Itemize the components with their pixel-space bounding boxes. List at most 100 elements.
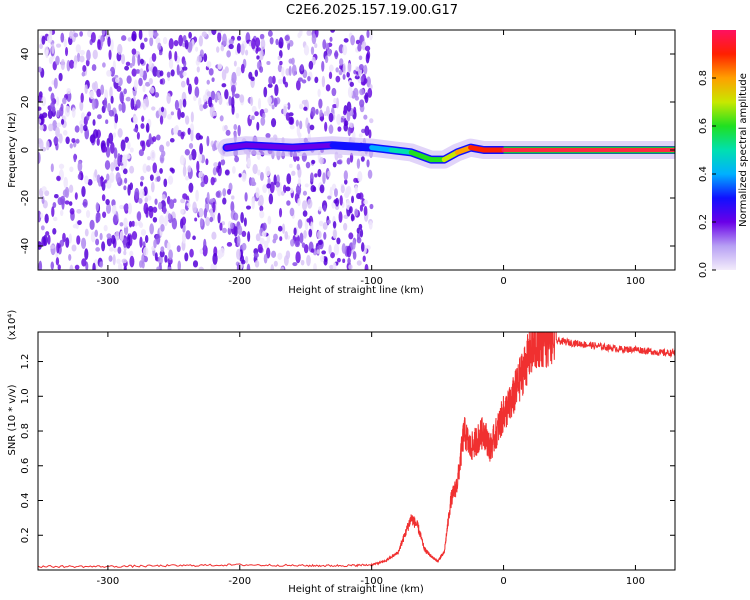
noise-speckle xyxy=(138,77,143,87)
noise-speckle xyxy=(168,175,174,185)
noise-speckle xyxy=(168,38,174,50)
noise-speckle xyxy=(111,77,117,83)
noise-speckle xyxy=(261,230,267,238)
noise-speckle xyxy=(171,168,175,174)
noise-speckle xyxy=(307,198,313,209)
noise-speckle xyxy=(317,239,323,246)
noise-speckle xyxy=(95,238,100,246)
noise-speckle xyxy=(354,208,359,217)
noise-speckle xyxy=(110,39,114,52)
noise-speckle xyxy=(325,42,329,50)
noise-speckle xyxy=(348,264,353,270)
noise-speckle xyxy=(300,259,305,266)
noise-speckle xyxy=(233,60,237,67)
snr-background xyxy=(38,332,675,570)
noise-speckle xyxy=(256,55,260,60)
noise-speckle xyxy=(60,103,64,112)
noise-speckle xyxy=(136,132,140,140)
noise-speckle xyxy=(113,158,118,168)
noise-speckle xyxy=(331,87,337,97)
y-tick-label: 1.0 xyxy=(20,388,31,404)
noise-speckle xyxy=(243,217,247,227)
noise-speckle xyxy=(79,49,85,56)
noise-speckle xyxy=(142,84,146,93)
noise-speckle xyxy=(283,105,287,117)
noise-speckle xyxy=(319,255,325,263)
noise-speckle xyxy=(108,132,114,144)
noise-speckle xyxy=(50,261,55,270)
noise-speckle xyxy=(155,37,161,45)
noise-speckle xyxy=(310,46,315,55)
noise-speckle xyxy=(56,109,60,118)
noise-speckle xyxy=(65,136,70,145)
noise-speckle xyxy=(254,111,259,117)
noise-speckle xyxy=(184,205,188,210)
noise-speckle xyxy=(154,198,158,205)
noise-speckle xyxy=(347,126,351,137)
noise-speckle xyxy=(162,206,167,215)
noise-speckle xyxy=(145,63,150,73)
noise-speckle xyxy=(119,204,124,210)
noise-speckle xyxy=(228,38,234,45)
noise-speckle xyxy=(201,31,207,38)
noise-speckle xyxy=(149,223,154,235)
noise-speckle xyxy=(192,201,197,213)
noise-speckle xyxy=(155,134,161,141)
noise-speckle xyxy=(363,205,368,216)
noise-speckle xyxy=(185,175,189,181)
noise-speckle xyxy=(330,252,335,259)
noise-speckle xyxy=(308,228,313,238)
noise-speckle xyxy=(131,48,137,55)
noise-speckle xyxy=(103,224,108,232)
noise-speckle xyxy=(52,202,57,209)
noise-speckle xyxy=(368,220,373,230)
noise-speckle xyxy=(219,115,224,122)
noise-speckle xyxy=(168,50,172,61)
noise-speckle xyxy=(142,163,148,174)
noise-speckle xyxy=(226,242,233,247)
noise-speckle xyxy=(364,92,369,104)
noise-speckle xyxy=(238,173,242,178)
noise-speckle xyxy=(138,149,144,157)
noise-speckle xyxy=(187,127,191,135)
noise-speckle xyxy=(110,95,114,104)
noise-speckle xyxy=(369,30,373,41)
noise-speckle xyxy=(362,255,366,262)
noise-speckle xyxy=(184,252,189,262)
noise-speckle xyxy=(209,198,215,203)
noise-speckle xyxy=(84,84,88,94)
noise-speckle xyxy=(289,207,295,217)
snr-series xyxy=(38,332,675,569)
noise-speckle xyxy=(56,96,60,106)
noise-speckle xyxy=(143,37,148,42)
noise-speckle xyxy=(284,35,290,42)
noise-speckle xyxy=(328,244,332,255)
noise-speckle xyxy=(322,172,326,185)
snr-x-axis: -300 -200 -100 0 100 xyxy=(97,332,645,587)
noise-speckle xyxy=(286,173,292,185)
noise-speckle xyxy=(125,96,131,102)
noise-speckle xyxy=(295,251,301,264)
snr-frame xyxy=(37,331,676,571)
noise-speckle xyxy=(339,195,343,206)
noise-speckle xyxy=(48,123,54,132)
noise-speckle xyxy=(206,61,212,68)
noise-speckle xyxy=(156,266,161,270)
noise-speckle xyxy=(151,106,156,111)
noise-speckle xyxy=(159,215,165,226)
noise-speckle xyxy=(358,55,363,61)
noise-speckle xyxy=(71,138,76,143)
spectrogram-y-axis: -40 -20 0 20 40 xyxy=(20,48,675,254)
noise-speckle xyxy=(299,120,303,130)
noise-speckle xyxy=(182,66,188,71)
noise-speckle xyxy=(262,112,266,119)
noise-speckle xyxy=(119,230,124,242)
noise-speckle xyxy=(222,33,227,46)
noise-speckle xyxy=(280,191,285,196)
noise-speckle xyxy=(206,79,210,85)
noise-speckle xyxy=(278,37,284,49)
noise-speckle xyxy=(257,243,263,253)
noise-speckle xyxy=(271,250,277,258)
noise-speckle xyxy=(267,30,273,37)
noise-speckle xyxy=(307,122,311,135)
